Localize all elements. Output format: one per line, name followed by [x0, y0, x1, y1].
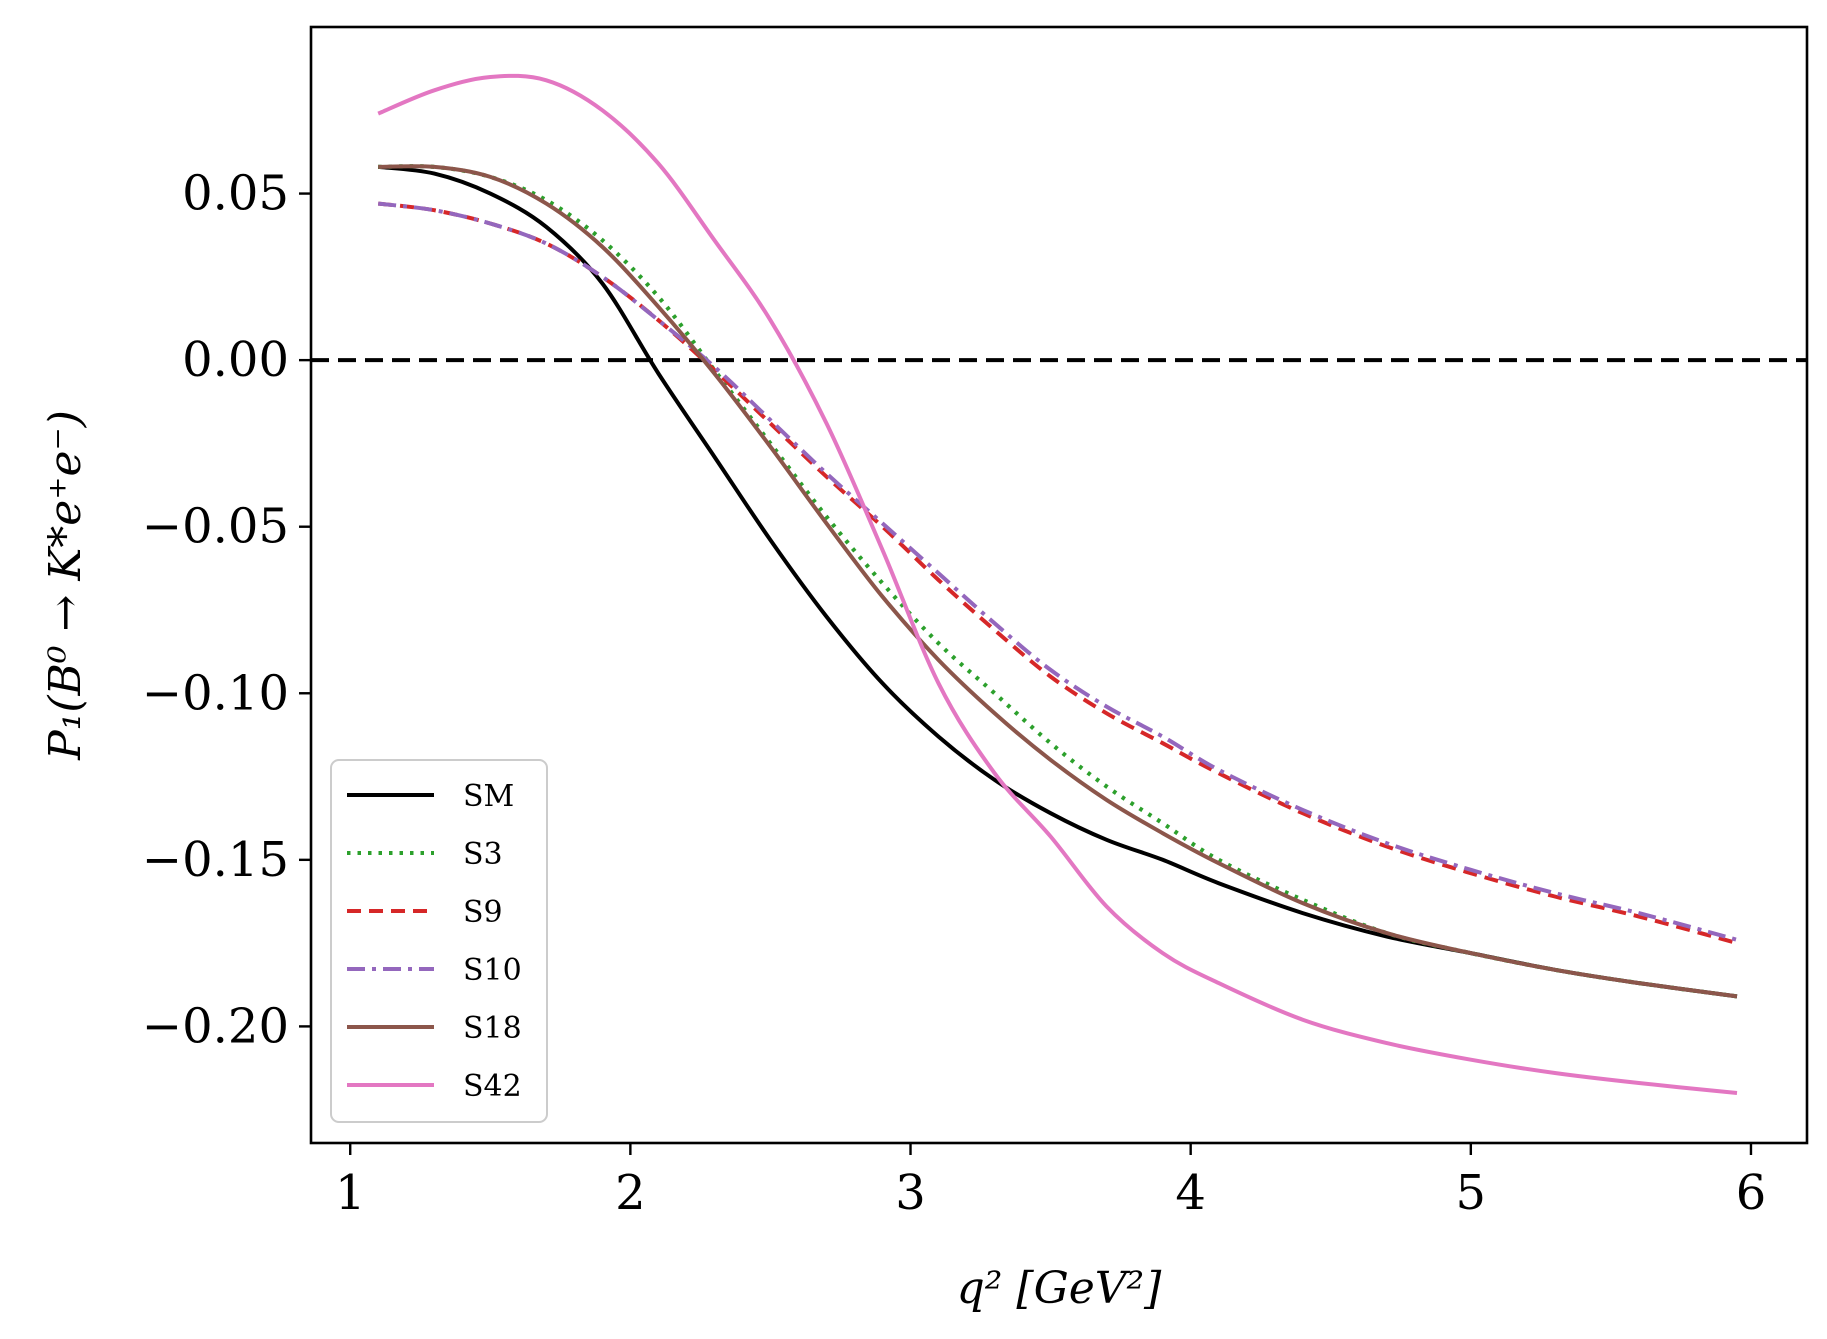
legend-label-sm: SM [463, 779, 514, 814]
x-tick-label: 6 [1736, 1165, 1767, 1221]
legend-label-s9: S9 [463, 895, 503, 930]
y-tick-label: −0.05 [142, 499, 289, 555]
y-tick-label: 0.05 [182, 166, 289, 222]
legend-label-s10: S10 [463, 953, 522, 988]
x-tick-label: 3 [895, 1165, 926, 1221]
x-tick-label: 1 [335, 1165, 366, 1221]
legend-label-s42: S42 [463, 1069, 522, 1104]
x-axis-label: q² [GeV²] [957, 1263, 1163, 1314]
legend-label-s3: S3 [463, 837, 503, 872]
y-tick-label: −0.20 [142, 998, 289, 1054]
y-tick-label: 0.00 [182, 332, 289, 388]
x-tick-label: 5 [1456, 1165, 1487, 1221]
x-tick-label: 2 [615, 1165, 646, 1221]
y-axis-label: P₁(B⁰ → K*e⁺e⁻) [40, 410, 91, 761]
legend-label-s18: S18 [463, 1011, 522, 1046]
y-tick-label: −0.15 [142, 832, 289, 888]
x-tick-label: 4 [1175, 1165, 1206, 1221]
y-tick-label: −0.10 [142, 665, 289, 721]
legend: SM S3 S9 S10 S18 S42 [331, 760, 547, 1122]
chart-canvas: 1 2 3 4 5 6 0.05 0.00 −0.05 −0.10 −0.15 −0.20 q² [… [0, 0, 1827, 1339]
legend-box [331, 760, 547, 1122]
